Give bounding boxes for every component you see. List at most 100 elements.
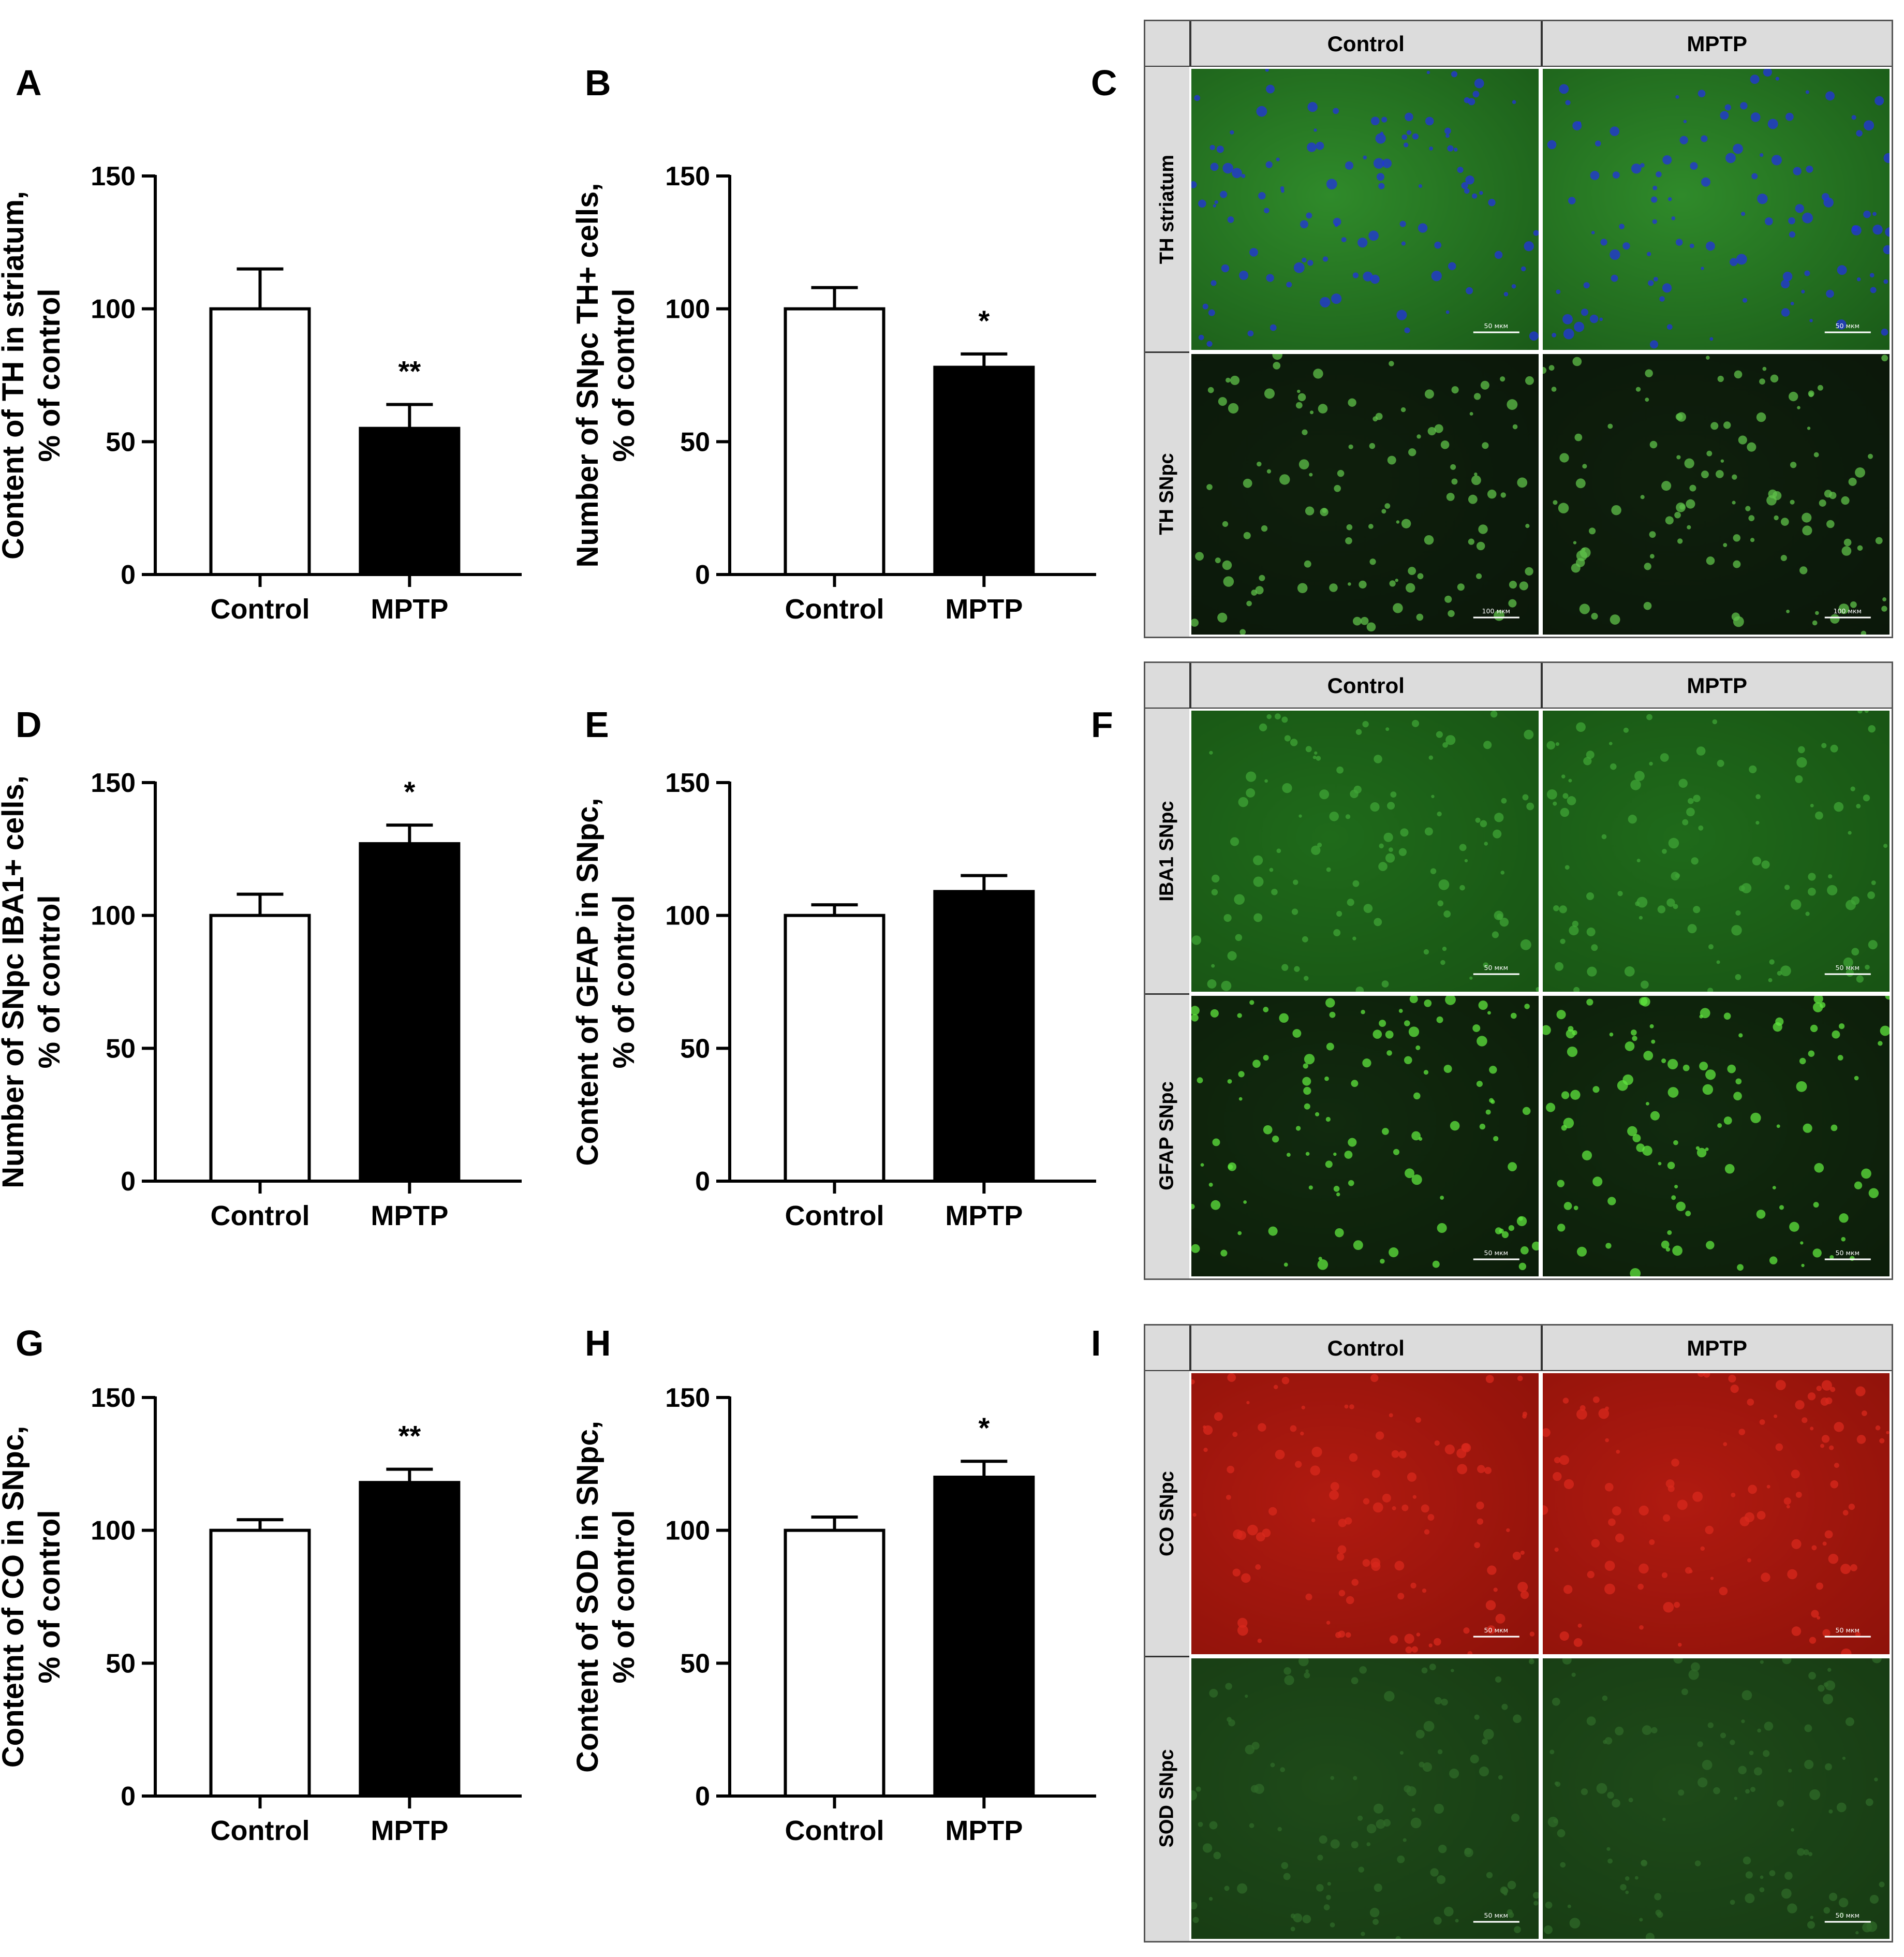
cell-mark [1872, 224, 1883, 235]
cell-mark [1507, 399, 1518, 410]
cell-mark [1434, 241, 1442, 249]
cell-mark [1210, 163, 1219, 171]
cell-mark [1586, 998, 1593, 1006]
cell-mark [1828, 1892, 1837, 1901]
cell-mark [1235, 934, 1243, 941]
cell-mark [1421, 1667, 1428, 1673]
cell-mark [1280, 1767, 1286, 1772]
cell-mark [1850, 786, 1855, 791]
cell-mark [1738, 1033, 1743, 1037]
cell-mark [1223, 576, 1234, 587]
cell-mark [1298, 814, 1302, 818]
x-tick-label: Control [785, 1200, 884, 1231]
cell-mark [1398, 848, 1407, 856]
cell-mark [1618, 224, 1625, 229]
cell-mark [1808, 1671, 1816, 1680]
scale-bar-label: 50 мкм [1484, 1626, 1509, 1634]
cell-mark [1302, 429, 1308, 435]
cell-mark [1705, 1069, 1716, 1080]
cell-mark [1705, 241, 1715, 251]
cell-mark [1307, 102, 1318, 112]
y-tick-label: 150 [665, 161, 710, 192]
cell-mark [1848, 477, 1857, 486]
cell-mark [1526, 802, 1534, 811]
cell-mark [1822, 1694, 1833, 1704]
cell-mark [1625, 1876, 1629, 1881]
y-axis-label-unit: % of control [33, 288, 66, 462]
cell-mark [1644, 397, 1649, 402]
cell-mark [1227, 951, 1237, 961]
cell-mark [1429, 1663, 1436, 1670]
cell-mark [1483, 962, 1489, 968]
cell-mark [1799, 1241, 1803, 1245]
cell-mark [1374, 1803, 1384, 1814]
cell-mark [1709, 337, 1713, 341]
cell-mark [1736, 254, 1747, 265]
cell-mark [1679, 136, 1688, 144]
cell-mark [1705, 1525, 1714, 1535]
micrograph-row-label: CO SNpc [1145, 1371, 1189, 1656]
cell-mark [1813, 452, 1819, 457]
cell-mark [1398, 1450, 1407, 1459]
cell-mark [1284, 735, 1291, 742]
cell-mark [1634, 1876, 1639, 1880]
cell-mark [1667, 1058, 1678, 1069]
cell-mark [1191, 935, 1201, 945]
cell-mark [1512, 100, 1516, 105]
cell-mark [1851, 225, 1858, 231]
cell-mark [1559, 1862, 1566, 1867]
cell-mark [1227, 216, 1234, 223]
micrograph-col-header: Control [1189, 1326, 1541, 1371]
cell-mark [1581, 308, 1588, 316]
cell-mark [1885, 1431, 1890, 1434]
cell-mark [1631, 164, 1642, 174]
cell-mark [1198, 199, 1206, 208]
cell-mark [1662, 283, 1672, 293]
cell-mark [1220, 190, 1228, 198]
cell-mark [1730, 1899, 1735, 1905]
cell-mark [1724, 104, 1731, 111]
cell-mark [1554, 962, 1563, 971]
cell-mark [1686, 807, 1695, 817]
cell-mark [1653, 276, 1658, 282]
cell-mark [1393, 1149, 1400, 1155]
cell-mark [1410, 1582, 1416, 1588]
cell-mark [1821, 743, 1826, 748]
cell-mark [1520, 1550, 1525, 1555]
y-tick-label: 0 [121, 1782, 136, 1812]
micrograph-image: 50 мкм [1540, 993, 1892, 1278]
cell-mark [1820, 1444, 1824, 1448]
cell-mark [1748, 514, 1754, 521]
cell-mark [1748, 765, 1757, 773]
cell-mark [1294, 1461, 1302, 1468]
panel-letter-f: F [1091, 704, 1113, 745]
cell-mark [1482, 442, 1489, 449]
cell-mark [1427, 426, 1436, 435]
cell-mark [1411, 1646, 1418, 1653]
cell-mark [1671, 1459, 1679, 1467]
cell-mark [1823, 1907, 1830, 1914]
cell-mark [1449, 1768, 1459, 1778]
cell-mark [1353, 1775, 1357, 1780]
y-tick-label: 50 [106, 1034, 136, 1064]
y-axis-label-unit: % of control [33, 1510, 66, 1683]
micrograph-col-header: MPTP [1540, 1326, 1892, 1371]
cell-mark [1257, 1638, 1262, 1643]
cell-mark [1730, 1385, 1739, 1393]
cell-mark [1503, 292, 1509, 297]
cell-mark [1812, 1248, 1822, 1257]
cell-mark [1401, 134, 1408, 140]
cell-mark [1562, 1658, 1572, 1665]
cell-mark [1705, 1147, 1709, 1151]
cell-mark [1351, 1676, 1359, 1684]
cell-mark [1868, 940, 1878, 950]
cell-mark [1487, 489, 1497, 498]
bar-mptp [933, 890, 1035, 1183]
cell-mark [1729, 258, 1738, 267]
cell-mark [1812, 1002, 1823, 1012]
cell-mark [1311, 1447, 1322, 1458]
cell-mark [1361, 1009, 1365, 1014]
cell-mark [1512, 1551, 1522, 1560]
cell-mark [1577, 121, 1581, 125]
cell-mark [1759, 1419, 1765, 1425]
